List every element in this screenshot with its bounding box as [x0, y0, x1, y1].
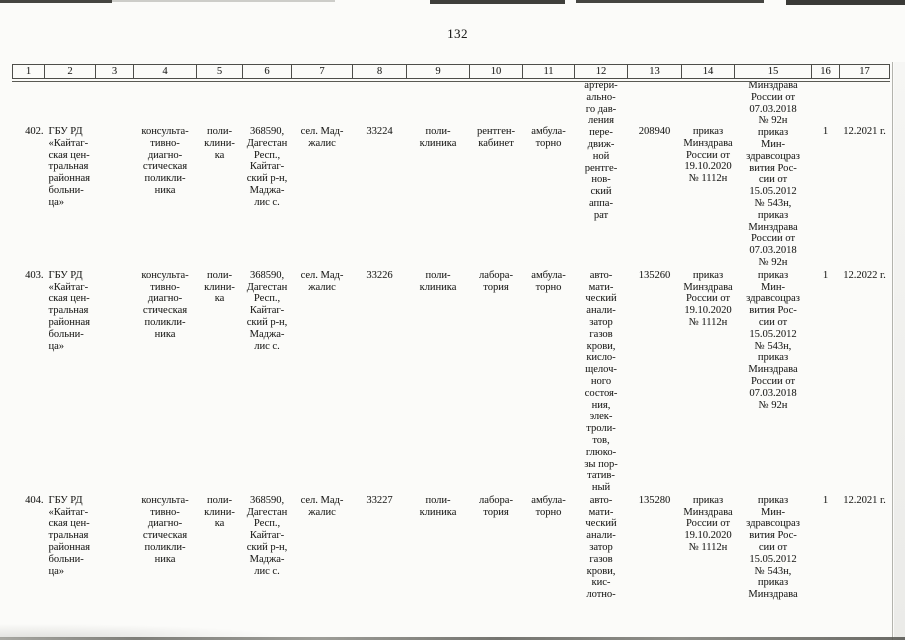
- scan-smudge: [0, 622, 320, 638]
- row-403-col-5: поли- клини- ка: [204, 269, 235, 305]
- row-402-col-15: Минздрава России от 07.03.2018 № 92н при…: [746, 80, 800, 268]
- row-402-col-14: приказ Минздрава России от 19.10.2020 № …: [683, 126, 733, 185]
- column-number-15: 15: [734, 64, 812, 79]
- row-404-col-6: 368590, Дагестан Респ., Кайтаг- ский р-н…: [246, 494, 288, 577]
- column-number-10: 10: [469, 64, 523, 79]
- row-402-col-8: 33224: [366, 126, 393, 137]
- row-404-col-2: ГБУ РД «Кайтаг- ская цен- тральная район…: [48, 494, 91, 577]
- row-404-col-3: [96, 494, 134, 601]
- row-404-col-17: 12.2021 г.: [843, 494, 886, 506]
- row-403-col-13: 135260: [638, 269, 671, 281]
- row-404-col-11: амбула- торно: [531, 494, 566, 518]
- column-number-12: 12: [574, 64, 628, 79]
- row-402-col-5: поли- клини- ка: [204, 126, 235, 161]
- table-row-402: 402. ГБУ РД «Кайтаг- ская цен- тральная р…: [13, 79, 890, 269]
- row-402-col-4: консульта- тивно- диагно- стическая поли…: [141, 126, 189, 196]
- column-number-4: 4: [133, 64, 197, 79]
- row-404-col-1: 404.: [25, 494, 44, 506]
- row-402-col-6: 368590, Дагестан Респ., Кайтаг- ский р-н…: [246, 126, 288, 208]
- row-404-col-5: поли- клини- ка: [204, 494, 235, 530]
- table-header: 1 2 3 4 5 6 7 8 9 10 11 12 13 14 15 16 17: [12, 64, 890, 79]
- row-404-col-15: приказ Мин- здравсоцраз вития Рос- сии о…: [746, 494, 800, 601]
- column-numbers-row: 1 2 3 4 5 6 7 8 9 10 11 12 13 14 15 16 17: [12, 64, 890, 79]
- row-402-col-2: ГБУ РД «Кайтаг- ская цен- тральная район…: [48, 126, 91, 208]
- row-402-col-10: рентген- кабинет: [476, 126, 516, 149]
- row-402-col-7: сел. Мад- жалис: [300, 126, 344, 149]
- column-number-1: 1: [12, 64, 45, 79]
- page-right-border: [892, 62, 893, 640]
- scan-bottom-edge: [0, 637, 905, 640]
- row-403-col-15: приказ Мин- здравсоцраз вития Рос- сии о…: [746, 269, 800, 411]
- scan-artifact: [430, 0, 565, 4]
- row-402-col-9: поли- клиника: [419, 126, 457, 149]
- column-number-13: 13: [627, 64, 682, 79]
- column-number-17: 17: [839, 64, 890, 79]
- column-number-11: 11: [522, 64, 575, 79]
- column-number-14: 14: [681, 64, 735, 79]
- row-402-col-13: 208940: [638, 126, 671, 137]
- row-403-col-17: 12.2022 г.: [843, 269, 886, 281]
- row-402-col-3: [96, 79, 134, 269]
- row-403-col-9: поли- клиника: [419, 269, 457, 293]
- column-number-16: 16: [811, 64, 840, 79]
- row-403-col-1: 403.: [25, 269, 44, 281]
- row-402-col-12: артери- ально- го дав- ления пере- движ-…: [584, 80, 618, 221]
- medical-registry-table: 1 2 3 4 5 6 7 8 9 10 11 12 13 14 15 16 17 402. ГБУ РД «Ка…: [12, 64, 890, 601]
- row-403-col-11: амбула- торно: [531, 269, 566, 293]
- table-row-404: 404. ГБУ РД «Кайтаг- ская цен- тральная р…: [13, 494, 890, 601]
- row-403-col-10: лабора- тория: [479, 269, 513, 293]
- page-number: 132: [447, 26, 468, 41]
- column-number-9: 9: [406, 64, 470, 79]
- row-403-col-12: авто- мати- ческий анали- затор газов кр…: [584, 269, 618, 494]
- scan-artifact: [112, 0, 335, 2]
- row-402-col-1: 402.: [25, 126, 44, 137]
- column-number-3: 3: [95, 64, 134, 79]
- row-403-col-8: 33226: [366, 269, 393, 281]
- row-403-col-14: приказ Минздрава России от 19.10.2020 № …: [683, 269, 733, 328]
- scan-artifact: [786, 0, 905, 5]
- row-403-col-16: 1: [822, 269, 829, 281]
- row-404-col-7: сел. Мад- жалис: [300, 494, 344, 518]
- scan-artifact: [576, 0, 764, 3]
- row-404-col-14: приказ Минздрава России от 19.10.2020 № …: [683, 494, 733, 554]
- row-404-col-13: 135280: [638, 494, 671, 506]
- column-number-7: 7: [291, 64, 353, 79]
- column-number-8: 8: [352, 64, 407, 79]
- row-403-col-2: ГБУ РД «Кайтаг- ская цен- тральная район…: [48, 269, 91, 352]
- row-402-col-17: 12.2021 г.: [843, 126, 886, 137]
- row-404-col-12: авто- мати- ческий анали- затор газов кр…: [585, 494, 617, 601]
- column-number-2: 2: [44, 64, 96, 79]
- row-403-col-6: 368590, Дагестан Респ., Кайтаг- ский р-н…: [246, 269, 288, 352]
- row-402-col-16: 1: [822, 126, 829, 137]
- row-403-col-4: консульта- тивно- диагно- стическая поли…: [141, 269, 189, 340]
- row-403-col-7: сел. Мад- жалис: [300, 269, 344, 293]
- table-row-403: 403. ГБУ РД «Кайтаг- ская цен- тральная р…: [13, 269, 890, 494]
- row-404-col-10: лабора- тория: [479, 494, 513, 518]
- row-402-col-11: амбула- торно: [531, 126, 566, 149]
- row-404-col-16: 1: [822, 494, 829, 506]
- header-double-rule: [12, 81, 890, 82]
- scan-artifact: [0, 0, 112, 3]
- row-404-col-8: 33227: [366, 494, 393, 506]
- scan-right-margin-shade: [894, 62, 905, 640]
- row-404-col-9: поли- клиника: [419, 494, 457, 518]
- table-body: 402. ГБУ РД «Кайтаг- ская цен- тральная р…: [13, 79, 890, 602]
- column-number-6: 6: [242, 64, 292, 79]
- column-number-5: 5: [196, 64, 243, 79]
- row-404-col-4: консульта- тивно- диагно- стическая поли…: [141, 494, 189, 565]
- row-403-col-3: [96, 269, 134, 494]
